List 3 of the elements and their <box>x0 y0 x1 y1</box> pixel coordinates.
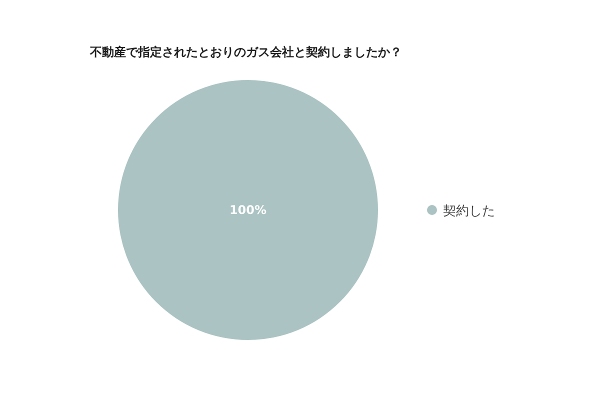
chart-title: 不動産で指定されたとおりのガス会社と契約しましたか？ <box>89 45 402 59</box>
data-label: 100% <box>229 203 267 217</box>
legend-label: 契約した <box>443 204 495 219</box>
